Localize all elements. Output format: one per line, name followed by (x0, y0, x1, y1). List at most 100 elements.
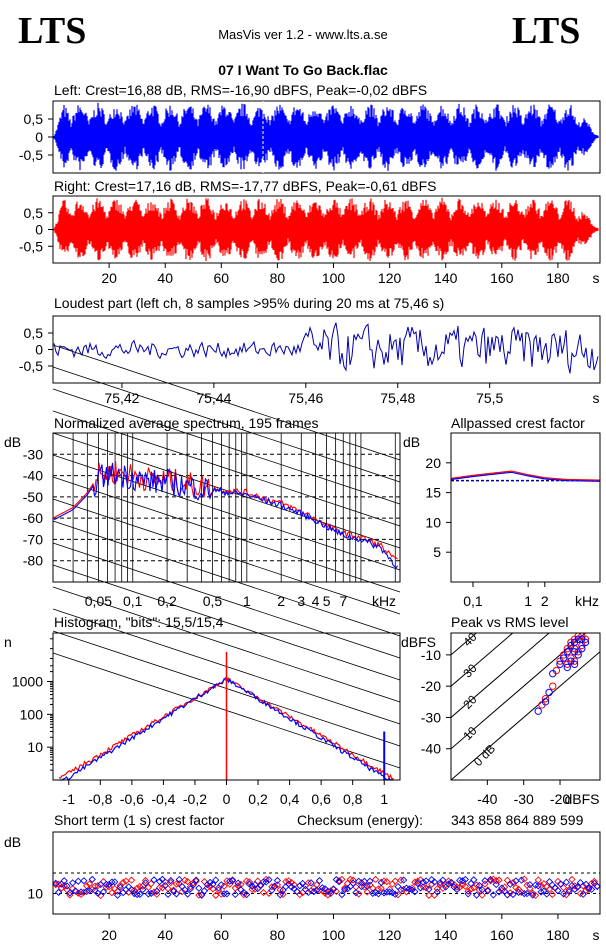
allpassed-xtick-label: 2 (541, 593, 549, 609)
short-term-xtick-label: 20 (101, 927, 117, 943)
short-term-point (276, 886, 284, 894)
allpassed-series-1 (450, 471, 601, 482)
short-term-point (94, 889, 102, 897)
short-term-point (428, 880, 436, 889)
short-term-point (447, 878, 455, 887)
short-term-point (512, 877, 520, 885)
right-waveform-xtick-label: 20 (101, 270, 117, 286)
short-term-point (503, 891, 512, 899)
spectrum-ytick-label: -60 (23, 510, 43, 526)
short-term-point (545, 885, 554, 893)
short-term-point (141, 879, 150, 887)
spectrum-slope-line (52, 366, 401, 483)
peak-vs-rms-ylabel: dBFS (401, 634, 436, 650)
short-term-point (453, 883, 461, 891)
spectrum-frame (52, 432, 401, 583)
short-term-point (478, 891, 486, 899)
spectrum-ylabel: dB (4, 434, 21, 450)
short-term-point (186, 883, 195, 891)
short-term-point (559, 890, 568, 898)
right-waveform-signal (53, 197, 599, 261)
peak-vs-rms-point (563, 663, 571, 672)
allpassed-ylabel: dB (403, 434, 420, 450)
short-term-point (520, 889, 528, 898)
short-term-point (153, 887, 161, 895)
short-term-point (234, 882, 242, 890)
short-term-point (369, 889, 377, 897)
short-term-point (245, 880, 253, 888)
short-term-point (91, 882, 99, 890)
short-term-point (228, 877, 237, 885)
peak-vs-rms-crest-line (451, 633, 587, 750)
short-term-point (523, 889, 531, 898)
peak-vs-rms-point (556, 660, 564, 668)
short-term-point (68, 879, 77, 887)
short-term-point (209, 880, 217, 888)
short-term-point (529, 891, 537, 899)
short-term-point (212, 876, 220, 884)
short-term-point (85, 880, 94, 888)
short-term-point (439, 884, 447, 892)
peak-vs-rms-point (578, 644, 586, 653)
checksum-label: Checksum (energy): (297, 812, 424, 828)
histogram-xtick-label: 1 (380, 791, 388, 807)
right-waveform-title: Right: Crest=17,16 dB, RMS=-17,77 dBFS, … (54, 178, 437, 194)
short-term-point (565, 886, 573, 894)
loudest-xunit: s (593, 390, 600, 406)
peak-vs-rms-xtick-label: -40 (477, 791, 497, 807)
short-term-point (200, 887, 209, 895)
loudest-xtick-label: 75,42 (104, 390, 139, 406)
left-waveform-frame (52, 100, 601, 174)
short-term-xtick-label: 40 (157, 927, 173, 943)
short-term-point (467, 885, 475, 893)
short-term-point (172, 890, 181, 898)
spectrum-xtick-label: 0,2 (157, 593, 177, 609)
short-term-point (113, 891, 122, 899)
short-term-point (369, 884, 377, 892)
spectrum-slope-line (52, 564, 401, 681)
short-term-point (562, 878, 570, 886)
histogram-xtick-label: -1 (63, 791, 76, 807)
short-term-point (153, 890, 161, 898)
short-term-point (383, 877, 391, 886)
loudest-ytick-label: 0,5 (24, 325, 44, 341)
short-term-point (391, 890, 399, 898)
short-term-point (178, 887, 186, 896)
short-term-point (484, 886, 492, 894)
short-term-point (327, 887, 335, 895)
short-term-point (209, 885, 217, 893)
allpassed-ytick-label: 20 (425, 455, 441, 471)
short-term-point (484, 887, 492, 895)
loudest-signal (53, 322, 599, 374)
short-term-point (147, 889, 155, 898)
short-term-point (122, 877, 130, 885)
short-term-point (60, 882, 68, 890)
short-term-point (268, 886, 276, 894)
short-term-point (439, 876, 447, 884)
short-term-point (164, 884, 172, 893)
short-term-point (335, 877, 343, 885)
spectrum-slope-line (52, 344, 401, 461)
allpassed-frame (450, 432, 601, 583)
short-term-point (475, 886, 484, 894)
peak-vs-rms-ytick-label: -30 (421, 709, 441, 725)
right-waveform-xtick-label: 180 (546, 270, 570, 286)
loudest-part-title: Loudest part (left ch, 8 samples >95% du… (54, 295, 445, 311)
short-term-point (548, 890, 556, 899)
short-term-point (433, 885, 441, 893)
short-term-point (310, 887, 318, 896)
short-term-point (593, 882, 601, 891)
allpassed-series-0 (450, 470, 601, 481)
short-term-point (265, 876, 273, 884)
spectrum-grid (52, 344, 401, 769)
short-term-point (52, 879, 60, 887)
short-term-point (526, 880, 534, 889)
peak-vs-rms-xtick-label: -30 (514, 791, 534, 807)
short-term-point (270, 882, 279, 890)
loudest-xtick-label: 75,48 (380, 390, 415, 406)
short-term-point (411, 888, 419, 896)
short-term-point (461, 882, 469, 890)
short-term-point (554, 886, 562, 895)
short-term-point (391, 877, 399, 885)
short-term-point (425, 891, 433, 900)
